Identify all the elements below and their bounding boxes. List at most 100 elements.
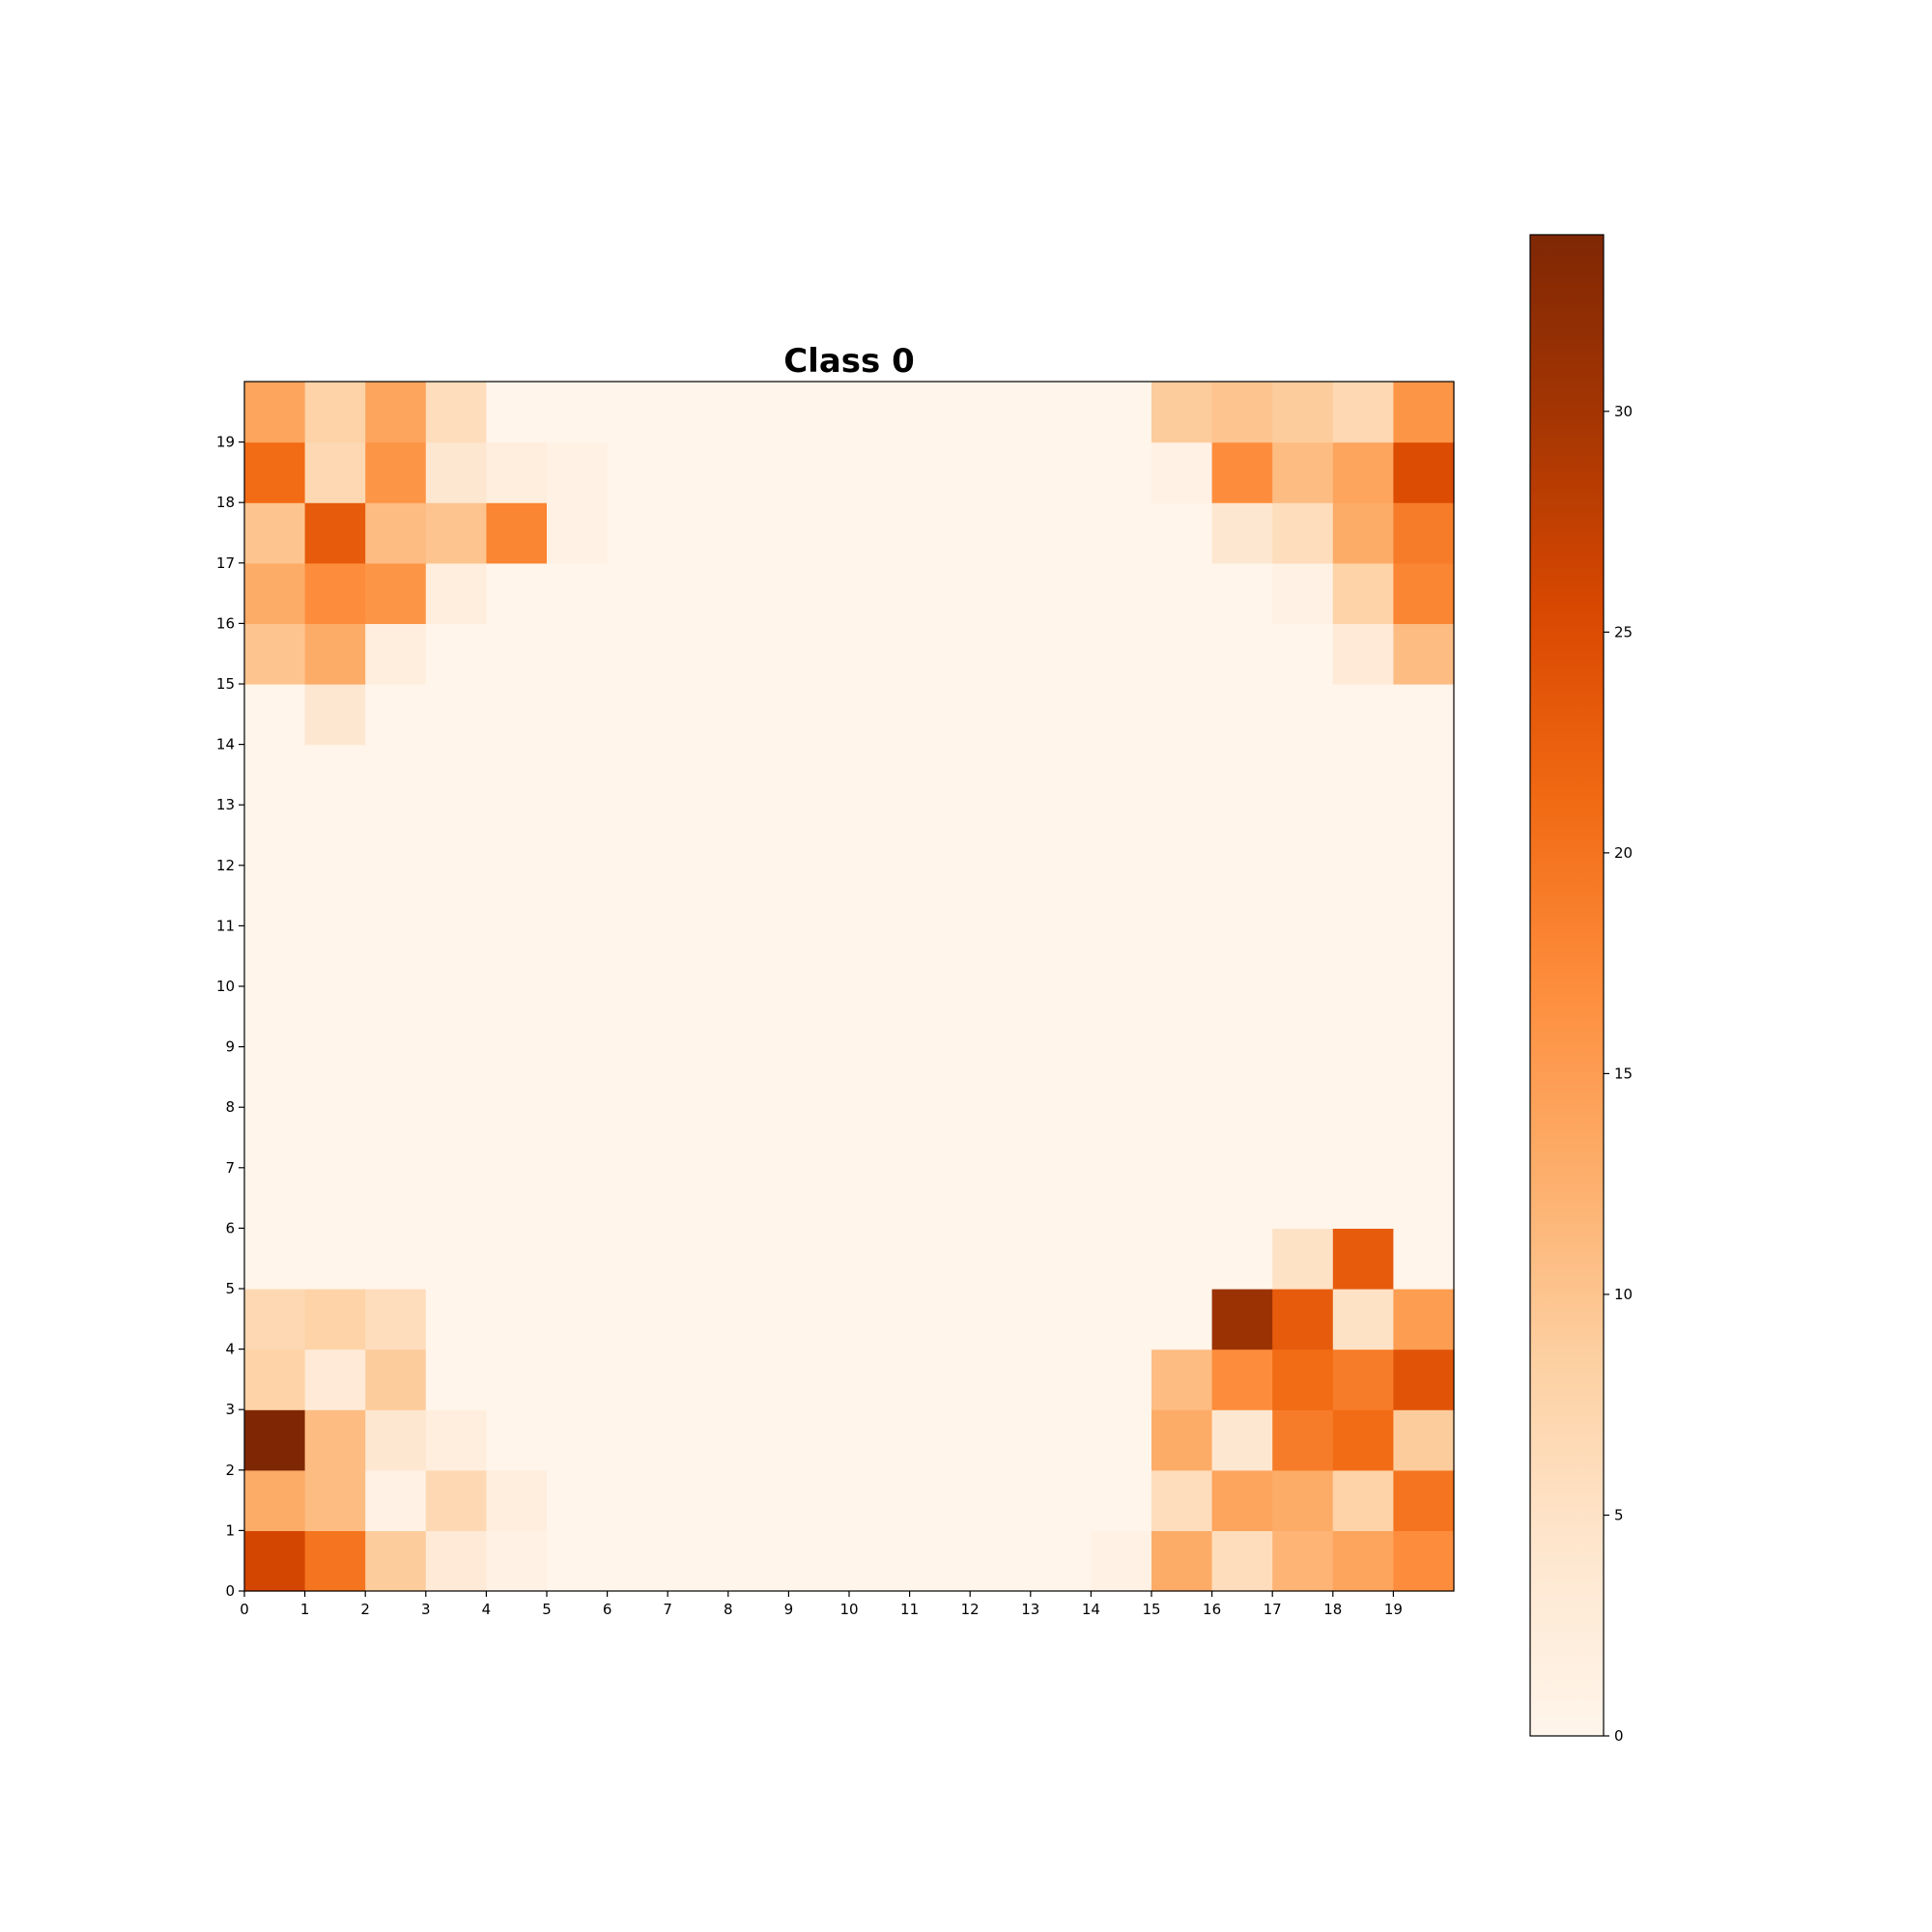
heatmap-cell <box>547 382 609 443</box>
y-tick-label: 10 <box>216 978 235 995</box>
heatmap-cell <box>1030 562 1092 624</box>
heatmap-cell <box>1272 1167 1334 1229</box>
colorbar <box>1529 234 1605 1737</box>
heatmap-cell <box>607 684 668 746</box>
heatmap-cell <box>1211 623 1273 685</box>
heatmap-cell <box>1091 805 1152 867</box>
heatmap-cell <box>909 502 971 564</box>
heatmap-cell <box>1030 1228 1092 1290</box>
heatmap-cell <box>547 623 609 685</box>
heatmap-cell <box>547 1469 609 1531</box>
heatmap-cell <box>486 986 548 1048</box>
heatmap-cell <box>1030 1530 1092 1592</box>
heatmap-cell <box>788 502 850 564</box>
heatmap-cell <box>909 1107 971 1169</box>
heatmap-cell <box>668 1289 729 1350</box>
heatmap-cell <box>486 502 548 564</box>
heatmap-cell <box>849 1046 911 1108</box>
heatmap-cell <box>668 623 729 685</box>
heatmap-cell <box>425 441 487 503</box>
heatmap-cell <box>668 1167 729 1229</box>
heatmap-cell <box>607 1228 668 1290</box>
heatmap-cell <box>849 502 911 564</box>
heatmap-cell <box>1091 1530 1152 1592</box>
heatmap-cell <box>304 1409 366 1471</box>
heatmap-cell <box>1151 865 1213 926</box>
heatmap-cell <box>1332 1228 1394 1290</box>
heatmap-cell <box>970 925 1032 987</box>
heatmap-cell <box>909 1289 971 1350</box>
heatmap-cell <box>1030 684 1092 746</box>
heatmap-cell <box>1151 805 1213 867</box>
heatmap-cell <box>425 1107 487 1169</box>
heatmap-cell <box>1332 1469 1394 1531</box>
x-tick-label: 12 <box>961 1601 980 1618</box>
heatmap-cell <box>668 1409 729 1471</box>
heatmap-cell <box>244 1530 306 1592</box>
colorbar-tick-label: 30 <box>1614 403 1633 420</box>
heatmap-cell <box>1332 382 1394 443</box>
heatmap-cell <box>486 562 548 624</box>
heatmap-cell <box>849 562 911 624</box>
colorbar-tick-label: 10 <box>1614 1286 1633 1303</box>
heatmap-cell <box>1030 441 1092 503</box>
heatmap-cell <box>849 1469 911 1531</box>
heatmap-cell <box>1332 441 1394 503</box>
heatmap-cell <box>788 684 850 746</box>
heatmap-cell <box>365 1469 427 1531</box>
heatmap-cell <box>486 1409 548 1471</box>
heatmap-cell <box>849 1107 911 1169</box>
heatmap-cell <box>547 1349 609 1410</box>
heatmap-cell <box>607 562 668 624</box>
heatmap-cell <box>1211 1228 1273 1290</box>
heatmap-cell <box>909 382 971 443</box>
heatmap-cell <box>1091 441 1152 503</box>
heatmap-cell <box>304 1469 366 1531</box>
heatmap-cell <box>1151 1289 1213 1350</box>
x-tick-label: 7 <box>663 1601 672 1618</box>
heatmap-cell <box>1272 744 1334 806</box>
heatmap-cell <box>788 1409 850 1471</box>
heatmap-cell <box>788 1046 850 1108</box>
heatmap-cell <box>486 1167 548 1229</box>
heatmap-cell <box>486 382 548 443</box>
heatmap-cell <box>1151 382 1213 443</box>
heatmap-cell <box>727 925 789 987</box>
heatmap-cell <box>1393 1289 1455 1350</box>
heatmap-cell <box>1332 1107 1394 1169</box>
heatmap-cell <box>1091 623 1152 685</box>
heatmap-cell <box>970 744 1032 806</box>
heatmap-cell <box>849 865 911 926</box>
heatmap-cell <box>970 623 1032 685</box>
heatmap-cell <box>788 1107 850 1169</box>
y-tick-label: 11 <box>216 917 235 934</box>
heatmap-cell <box>425 1409 487 1471</box>
heatmap-cell <box>849 684 911 746</box>
heatmap-cell <box>727 744 789 806</box>
heatmap-cell <box>727 623 789 685</box>
heatmap-cell <box>909 1409 971 1471</box>
heatmap-cell <box>1091 1228 1152 1290</box>
y-tick-label: 2 <box>225 1462 235 1479</box>
heatmap-cell <box>365 1409 427 1471</box>
heatmap-cell <box>727 805 789 867</box>
heatmap-cell <box>727 986 789 1048</box>
heatmap-cell <box>970 502 1032 564</box>
heatmap-cell <box>1030 865 1092 926</box>
heatmap-cell <box>909 925 971 987</box>
heatmap-cell <box>727 562 789 624</box>
heatmap-cell <box>547 986 609 1048</box>
heatmap-cell <box>1272 986 1334 1048</box>
y-tick-label: 8 <box>225 1098 235 1116</box>
heatmap-cell <box>727 441 789 503</box>
heatmap-cell <box>607 623 668 685</box>
heatmap-cell <box>727 1107 789 1169</box>
heatmap-cell <box>547 502 609 564</box>
heatmap-cell <box>970 805 1032 867</box>
heatmap-cell <box>1091 1289 1152 1350</box>
heatmap-cell <box>1393 1469 1455 1531</box>
x-tick-label: 3 <box>421 1601 431 1618</box>
colorbar-ticks: 0 5 10 15 20 25 30 <box>1604 403 1633 1745</box>
heatmap-cell <box>788 865 850 926</box>
heatmap-cell <box>970 1046 1032 1108</box>
